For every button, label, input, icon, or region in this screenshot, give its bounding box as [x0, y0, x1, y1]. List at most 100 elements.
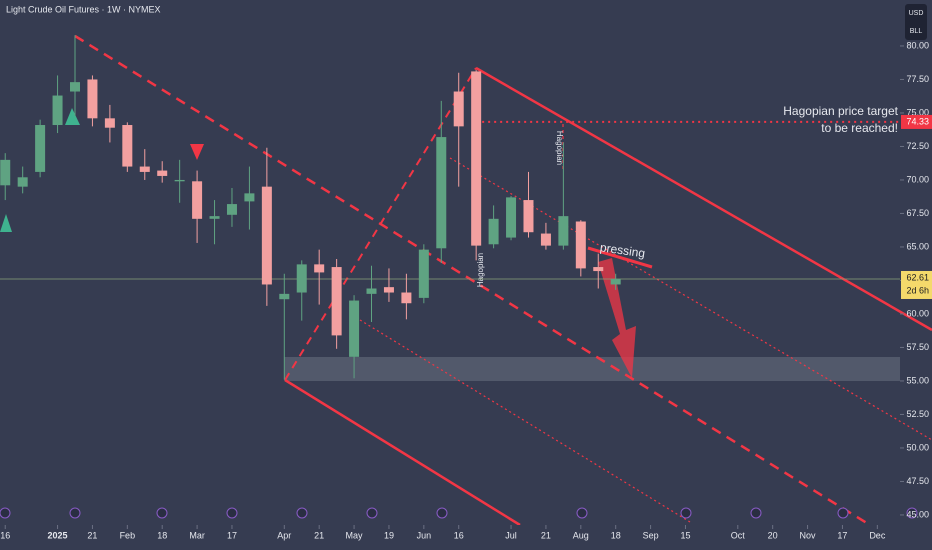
x-tick-label: Jun	[417, 530, 432, 540]
x-tick-label: 20	[768, 530, 778, 540]
candle-body	[296, 264, 307, 293]
support-zone	[284, 357, 900, 381]
signal-up	[65, 108, 80, 125]
candle-body	[593, 267, 604, 272]
event-icon[interactable]	[156, 507, 168, 519]
trend-dashed	[74, 34, 871, 527]
candle-body	[157, 170, 168, 176]
x-tick-label: 17	[227, 530, 237, 540]
y-tick-label: 50.00	[906, 442, 929, 452]
x-tick-label: Oct	[731, 530, 746, 540]
candle-body	[314, 264, 325, 273]
price-target-box	[901, 114, 932, 129]
candle-body	[244, 193, 255, 202]
pressing-line	[587, 246, 653, 269]
candle-body	[558, 216, 569, 246]
x-tick-label: 2025	[48, 530, 68, 540]
x-tick-label: Feb	[120, 530, 136, 540]
candle-body	[174, 179, 185, 182]
x-tick-label: 17	[837, 530, 847, 540]
candle-body	[192, 181, 203, 219]
currency-box	[905, 4, 927, 40]
x-tick-label: 16	[454, 530, 464, 540]
x-tick-label: Nov	[800, 530, 817, 540]
x-tick-label: 18	[157, 530, 167, 540]
annotation: Hagopian	[476, 253, 485, 287]
trend-dashed	[284, 67, 477, 381]
y-tick-label: 67.50	[906, 208, 929, 218]
event-icon[interactable]	[906, 507, 918, 519]
candle-body	[209, 216, 220, 219]
event-icon[interactable]	[296, 507, 308, 519]
candle-body	[366, 288, 377, 294]
x-tick-label: 18	[611, 530, 621, 540]
event-icon[interactable]	[680, 507, 692, 519]
last-price-label: 62.61	[906, 272, 929, 282]
event-icon[interactable]	[750, 507, 762, 519]
candle-body	[401, 292, 412, 304]
candle-body	[471, 71, 482, 246]
signal-up	[0, 214, 12, 232]
signal-down	[190, 144, 204, 160]
chart-title: Light Crude Oil Futures · 1W · NYMEX	[6, 4, 161, 14]
y-tick-label: 70.00	[906, 174, 929, 184]
channel-top	[475, 66, 932, 332]
candle-body	[0, 159, 11, 186]
candle-body	[35, 125, 46, 172]
last-price-box	[901, 270, 932, 299]
y-tick-label: 77.50	[906, 74, 929, 84]
candle-body	[261, 186, 272, 285]
x-tick-label: Aug	[573, 530, 589, 540]
event-icon[interactable]	[226, 507, 238, 519]
x-tick-label: 15	[680, 530, 690, 540]
candle-body	[349, 300, 360, 357]
candle-body	[104, 118, 115, 128]
y-tick-label: 45.00	[906, 509, 929, 519]
forecast-arrow	[598, 258, 636, 378]
candle-body	[436, 137, 447, 249]
x-tick-label: Dec	[869, 530, 886, 540]
candle-body	[610, 278, 621, 285]
candle-body	[279, 293, 290, 300]
currency: USD	[909, 10, 924, 17]
y-tick-label: 52.50	[906, 409, 929, 419]
candle-body	[70, 82, 80, 92]
event-icon[interactable]	[576, 507, 588, 519]
candle-body	[575, 221, 586, 269]
event-icon[interactable]	[366, 507, 378, 519]
annotation: Hagopian price target	[783, 104, 898, 118]
x-tick-label: 21	[541, 530, 551, 540]
event-icon[interactable]	[69, 507, 81, 519]
annotation: Hagopian	[555, 131, 564, 165]
y-tick-label: 55.00	[906, 375, 929, 385]
x-axis-band	[0, 525, 932, 550]
y-tick-label: 60.00	[906, 308, 929, 318]
event-icons	[0, 507, 918, 519]
x-tick-label: 16	[0, 530, 10, 540]
candle-body	[17, 177, 28, 187]
x-tick-label: May	[346, 530, 364, 540]
candle-body	[226, 204, 237, 215]
y-tick-label: 72.50	[906, 141, 929, 151]
x-tick-label: 19	[384, 530, 394, 540]
price-target-label: 74.33	[906, 116, 929, 126]
event-icon[interactable]	[436, 507, 448, 519]
y-tick-label: 57.50	[906, 342, 929, 352]
channel-bottom	[284, 378, 521, 527]
candle-body	[383, 287, 394, 293]
event-icon[interactable]	[0, 507, 11, 519]
candle-body	[139, 166, 150, 172]
event-icon[interactable]	[837, 507, 849, 519]
candle-body	[523, 200, 534, 233]
candle-body	[122, 125, 133, 167]
annotation: pressing	[599, 240, 646, 260]
annotation: to be reached!	[821, 121, 898, 135]
x-tick-label: 21	[314, 530, 324, 540]
y-tick-label: 65.00	[906, 241, 929, 251]
channel-dotted	[449, 157, 932, 441]
y-tick-label: 80.00	[906, 40, 929, 50]
candle-body	[87, 79, 98, 119]
countdown-label: 2d 6h	[906, 285, 929, 295]
